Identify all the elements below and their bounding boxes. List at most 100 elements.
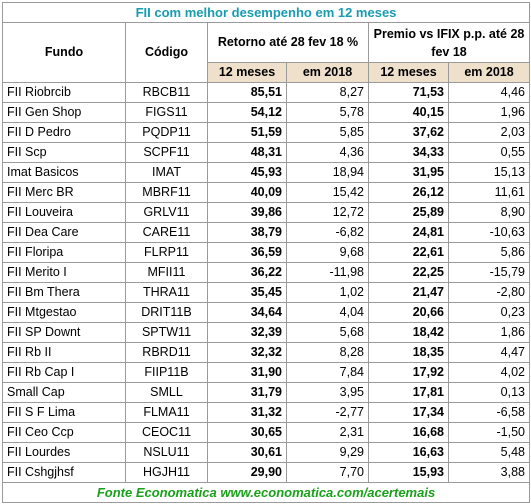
cell: FII Lourdes <box>2 442 126 463</box>
cell: 85,51 <box>207 82 287 103</box>
cell: 37,62 <box>368 122 449 143</box>
cell: 15,13 <box>447 162 531 183</box>
table-row: FII Merito I MFII11 36,22 -11,98 22,25 -15,79 <box>2 262 531 283</box>
cell: SMLL <box>125 382 208 403</box>
cell: 21,47 <box>368 282 449 303</box>
table-row: Small Cap SMLL 31,79 3,95 17,81 0,13 <box>2 382 531 403</box>
table-row: FII D Pedro PQDP11 51,59 5,85 37,62 2,03 <box>2 122 531 143</box>
cell: 24,81 <box>368 222 449 243</box>
subheader: 12 meses <box>207 62 287 83</box>
cell: -11,98 <box>286 262 369 283</box>
cell: -2,77 <box>286 402 369 423</box>
cell: SCPF11 <box>125 142 208 163</box>
cell: 17,92 <box>368 362 449 383</box>
cell: FII Bm Thera <box>2 282 126 303</box>
header: Fundo <box>2 22 126 83</box>
cell: HGJH11 <box>125 462 208 483</box>
cell: FII Floripa <box>2 242 126 263</box>
cell: 30,65 <box>207 422 287 443</box>
cell: 2,03 <box>447 122 531 143</box>
cell: -15,79 <box>447 262 531 283</box>
cell: 5,78 <box>286 102 369 123</box>
cell: Small Cap <box>2 382 126 403</box>
table-row: FII Rb II RBRD11 32,32 8,28 18,35 4,47 <box>2 342 531 363</box>
cell: 36,22 <box>207 262 287 283</box>
cell: -2,80 <box>447 282 531 303</box>
cell: FLRP11 <box>125 242 208 263</box>
cell: 54,12 <box>207 102 287 123</box>
cell: 7,70 <box>286 462 369 483</box>
cell: 3,88 <box>447 462 531 483</box>
cell: 40,09 <box>207 182 287 203</box>
cell: 22,61 <box>368 242 449 263</box>
cell: IMAT <box>125 162 208 183</box>
cell: 34,33 <box>368 142 449 163</box>
cell: FII Ceo Ccp <box>2 422 126 443</box>
cell: 22,25 <box>368 262 449 283</box>
table-row: Imat Basicos IMAT 45,93 18,94 31,95 15,13 <box>2 162 531 183</box>
cell: FII Rb II <box>2 342 126 363</box>
cell: 16,63 <box>368 442 449 463</box>
cell: 1,96 <box>447 102 531 123</box>
table-title: FII com melhor desempenho em 12 meses <box>1 2 531 23</box>
cell: 1,86 <box>447 322 531 343</box>
cell: THRA11 <box>125 282 208 303</box>
cell: -6,58 <box>447 402 531 423</box>
cell: 26,12 <box>368 182 449 203</box>
cell: 17,34 <box>368 402 449 423</box>
cell: 4,46 <box>447 82 531 103</box>
table-row: FII Mtgestao DRIT11B 34,64 4,04 20,66 0,23 <box>2 302 531 323</box>
cell: 0,55 <box>447 142 531 163</box>
table-row: FII Louveira GRLV11 39,86 12,72 25,89 8,90 <box>2 202 531 223</box>
cell: RBRD11 <box>125 342 208 363</box>
cell: FII SP Downt <box>2 322 126 343</box>
cell: 3,95 <box>286 382 369 403</box>
cell: 11,61 <box>447 182 531 203</box>
cell: 29,90 <box>207 462 287 483</box>
subheader: em 2018 <box>447 62 531 83</box>
cell: RBCB11 <box>125 82 208 103</box>
cell: 71,53 <box>368 82 449 103</box>
cell: 48,31 <box>207 142 287 163</box>
cell: 40,15 <box>368 102 449 123</box>
cell: 5,48 <box>447 442 531 463</box>
table-row: FII Dea Care CARE11 38,79 -6,82 24,81 -10,63 <box>2 222 531 243</box>
cell: 32,32 <box>207 342 287 363</box>
cell: CEOC11 <box>125 422 208 443</box>
cell: FLMA11 <box>125 402 208 423</box>
table-row: FII Floripa FLRP11 36,59 9,68 22,61 5,86 <box>2 242 531 263</box>
cell: 5,86 <box>447 242 531 263</box>
cell: FII S F Lima <box>2 402 126 423</box>
cell: FII Louveira <box>2 202 126 223</box>
cell: 7,84 <box>286 362 369 383</box>
table-row: FII Lourdes NSLU11 30,61 9,29 16,63 5,48 <box>2 442 531 463</box>
table-row: FII Gen Shop FIGS11 54,12 5,78 40,15 1,96 <box>2 102 531 123</box>
cell: 18,35 <box>368 342 449 363</box>
cell: GRLV11 <box>125 202 208 223</box>
cell: -10,63 <box>447 222 531 243</box>
cell: SPTW11 <box>125 322 208 343</box>
cell: FII Gen Shop <box>2 102 126 123</box>
header: Código <box>125 22 208 83</box>
cell: 4,47 <box>447 342 531 363</box>
cell: 20,66 <box>368 302 449 323</box>
cell: 8,27 <box>286 82 369 103</box>
cell: Imat Basicos <box>2 162 126 183</box>
cell: 4,36 <box>286 142 369 163</box>
subheader: 12 meses <box>368 62 449 83</box>
cell: 18,42 <box>368 322 449 343</box>
cell: 17,81 <box>368 382 449 403</box>
cell: FII Merito I <box>2 262 126 283</box>
cell: 39,86 <box>207 202 287 223</box>
table-row: FII SP Downt SPTW11 32,39 5,68 18,42 1,86 <box>2 322 531 343</box>
cell: 36,59 <box>207 242 287 263</box>
cell: 51,59 <box>207 122 287 143</box>
cell: 9,68 <box>286 242 369 263</box>
cell: FIIP11B <box>125 362 208 383</box>
cell: -6,82 <box>286 222 369 243</box>
source-note: Fonte Economatica www.economatica.com/ac… <box>1 482 531 503</box>
cell: 30,61 <box>207 442 287 463</box>
cell: DRIT11B <box>125 302 208 323</box>
cell: FII Rb Cap I <box>2 362 126 383</box>
